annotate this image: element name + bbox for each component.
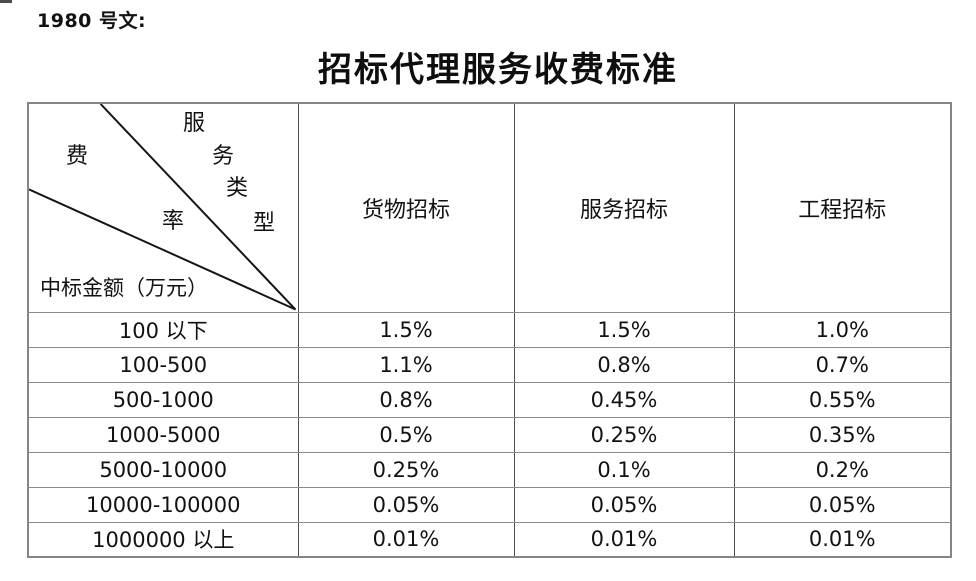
corner-label-service-type-char-2: 务 xyxy=(212,144,235,169)
amount-range-cell: 1000-5000 xyxy=(27,416,299,453)
column-header-services-bidding: 服务招标 xyxy=(513,102,735,313)
diagonal-line-upper xyxy=(99,104,297,311)
amount-range-cell: 1000000 以上 xyxy=(27,521,299,558)
table-row: 1000000 以上 0.01% 0.01% 0.01% xyxy=(27,521,952,558)
fee-cell: 0.35% xyxy=(733,416,952,453)
fee-cell: 0.05% xyxy=(297,486,515,523)
fee-cell: 0.25% xyxy=(513,416,735,453)
amount-range-cell: 10000-100000 xyxy=(27,486,299,523)
fee-cell: 0.25% xyxy=(297,451,515,488)
fee-cell: 0.8% xyxy=(513,346,735,383)
table-row: 10000-100000 0.05% 0.05% 0.05% xyxy=(27,486,952,523)
table-row: 1000-5000 0.5% 0.25% 0.35% xyxy=(27,416,952,453)
table-row: 500-1000 0.8% 0.45% 0.55% xyxy=(27,381,952,418)
corner-label-service-type-char-1: 服 xyxy=(183,111,206,136)
fee-cell: 0.1% xyxy=(513,451,735,488)
fee-cell: 1.1% xyxy=(297,346,515,383)
page-title: 招标代理服务收费标准 xyxy=(318,50,678,90)
corner-label-fee-rate-char-1: 费 xyxy=(66,144,89,169)
fee-cell: 0.7% xyxy=(733,346,952,383)
corner-header-cell: 服 务 类 型 费 率 中标金额（万元） xyxy=(27,102,299,313)
fee-cell: 0.8% xyxy=(297,381,515,418)
document-ref-number: 1980 号文: xyxy=(37,10,147,32)
column-header-works-bidding: 工程招标 xyxy=(733,102,952,313)
column-header-goods-bidding: 货物招标 xyxy=(297,102,515,313)
amount-range-cell: 100 以下 xyxy=(27,311,299,348)
table-row: 100-500 1.1% 0.8% 0.7% xyxy=(27,346,952,383)
corner-label-fee-rate-char-2: 率 xyxy=(162,209,185,234)
corner-label-service-type-char-3: 类 xyxy=(226,176,249,201)
fee-cell: 0.5% xyxy=(297,416,515,453)
header-row: 服 务 类 型 费 率 中标金额（万元） 货物招标 服务招标 工程招标 xyxy=(27,102,952,313)
fee-cell: 0.05% xyxy=(513,486,735,523)
fee-cell: 0.01% xyxy=(513,521,735,558)
fee-cell: 1.0% xyxy=(733,311,952,348)
corner-diagonal-lines xyxy=(29,104,297,311)
fee-cell: 1.5% xyxy=(513,311,735,348)
fee-cell: 0.45% xyxy=(513,381,735,418)
fee-cell: 0.01% xyxy=(297,521,515,558)
fee-cell: 0.01% xyxy=(733,521,952,558)
amount-range-cell: 5000-10000 xyxy=(27,451,299,488)
diagonal-line-lower xyxy=(29,188,296,311)
fee-cell: 0.05% xyxy=(733,486,952,523)
amount-range-cell: 100-500 xyxy=(27,346,299,383)
fee-cell: 0.55% xyxy=(733,381,952,418)
table-row: 5000-10000 0.25% 0.1% 0.2% xyxy=(27,451,952,488)
fee-table: 服 务 类 型 费 率 中标金额（万元） 货物招标 服务招标 工程招标 100 … xyxy=(27,102,952,558)
screen-edge-artifact xyxy=(0,0,12,3)
corner-label-bid-amount: 中标金额（万元） xyxy=(40,276,208,300)
table-row: 100 以下 1.5% 1.5% 1.0% xyxy=(27,311,952,348)
fee-cell: 1.5% xyxy=(297,311,515,348)
corner-label-service-type-char-4: 型 xyxy=(253,211,276,236)
amount-range-cell: 500-1000 xyxy=(27,381,299,418)
fee-cell: 0.2% xyxy=(733,451,952,488)
